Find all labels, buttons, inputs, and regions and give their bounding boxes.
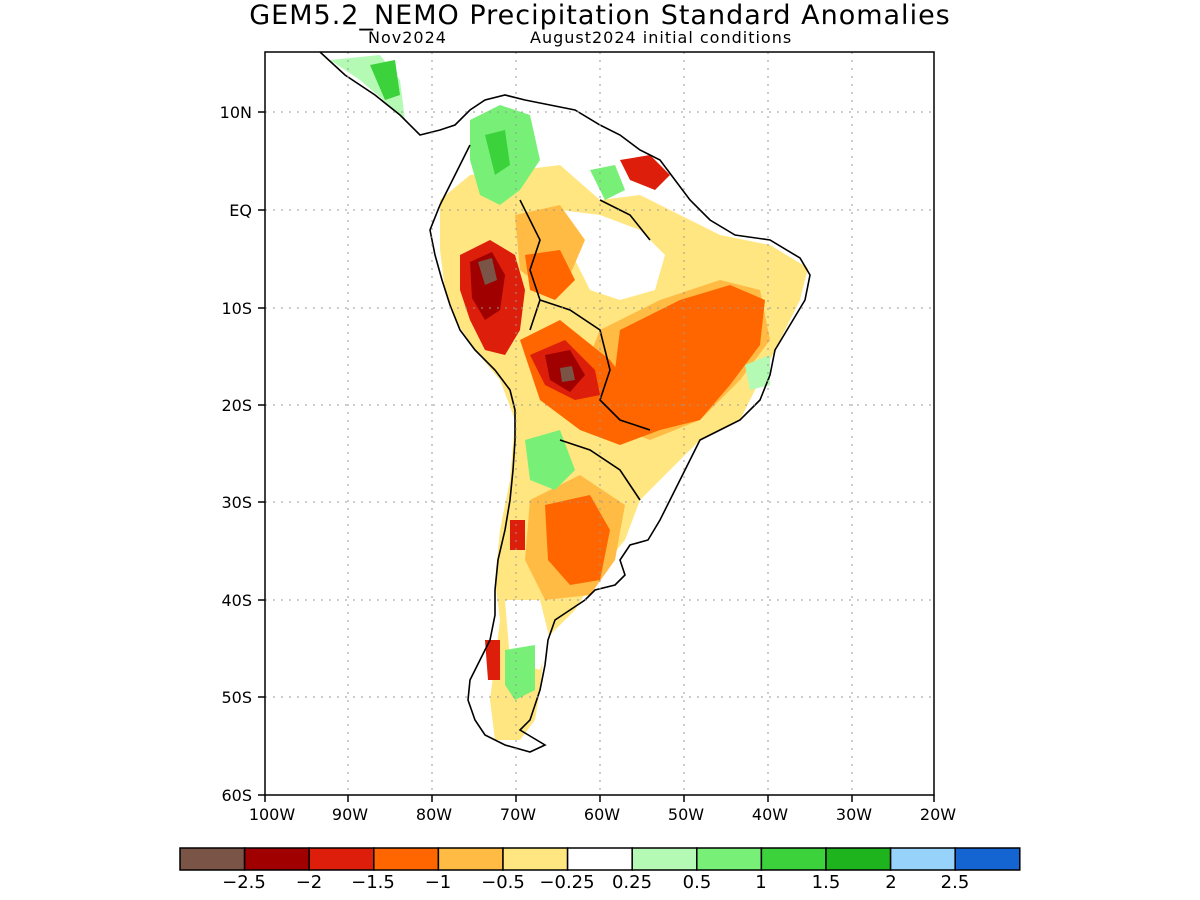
lat-tick-label: 30S (221, 493, 252, 512)
lat-tick-label: 40S (221, 591, 252, 610)
anomaly-region-wet (505, 645, 535, 700)
map-title: GEM5.2_NEMO Precipitation Standard Anoma… (249, 0, 951, 31)
lat-tick-label: EQ (229, 201, 252, 220)
colorbar-swatch (566, 847, 633, 871)
anomaly-region-wet (745, 355, 770, 390)
colorbar-swatch (760, 847, 827, 871)
anomaly-region-severe (620, 155, 670, 190)
colorbar-label: −0.25 (539, 872, 594, 893)
lat-tick-label: 50S (221, 688, 252, 707)
anomaly-region-wet (590, 165, 625, 200)
anomaly-region-wet (370, 60, 400, 100)
colorbar-swatch (889, 847, 956, 871)
longitude-labels: 100W 90W 80W 70W 60W 50W 40W 30W 20W (249, 805, 956, 824)
colorbar-label: 1.5 (812, 872, 841, 893)
colorbar-swatch (502, 847, 569, 871)
colorbar-swatch (179, 847, 246, 871)
colorbar-label: 2.5 (941, 872, 970, 893)
lon-tick-label: 50W (668, 805, 704, 824)
colorbar-swatch (437, 847, 504, 871)
anomaly-region-wet (485, 130, 510, 175)
lat-tick-label: 10S (221, 299, 252, 318)
colorbar-label: −2 (296, 872, 323, 893)
anomaly-region-severe (510, 520, 525, 550)
anomaly-region-extreme-brown (478, 258, 497, 285)
colorbar-swatch (954, 847, 1021, 871)
colorbar-label: 0.5 (683, 872, 712, 893)
lon-tick-label: 80W (416, 805, 452, 824)
anomaly-region-strong (615, 285, 765, 430)
lon-tick-label: 100W (249, 805, 296, 824)
anomaly-field (330, 55, 808, 740)
lon-tick-label: 20W (920, 805, 956, 824)
colorbar-label: −0.5 (481, 872, 525, 893)
anomaly-region-strong (525, 250, 575, 300)
colorbar-swatch (243, 847, 310, 871)
anomaly-region-strong (545, 495, 610, 585)
colorbar-swatch (631, 847, 698, 871)
lat-tick-label: 10N (220, 103, 252, 122)
colorbar-label: 2 (885, 872, 896, 893)
colorbar-label: −1 (425, 872, 452, 893)
lon-tick-label: 90W (332, 805, 368, 824)
initial-conditions-label: August2024 initial conditions (530, 28, 793, 47)
colorbar-swatch (308, 847, 375, 871)
forecast-month: Nov2024 (368, 28, 447, 47)
colorbar-labels: −2.5 −2 −1.5 −1 −0.5 −0.25 0.25 0.5 1 1.… (222, 872, 969, 893)
lon-tick-label: 60W (584, 805, 620, 824)
colorbar-swatch (696, 847, 763, 871)
anomaly-region-severe (485, 640, 500, 680)
anomaly-region-extreme-brown (560, 366, 575, 382)
lat-tick-label: 60S (221, 786, 252, 805)
anomaly-region-neutral (555, 210, 665, 300)
tick-marks (258, 111, 935, 802)
colorbar-swatch (373, 847, 440, 871)
anomaly-region-extreme (470, 252, 505, 320)
lon-tick-label: 40W (752, 805, 788, 824)
colorbar-label: 0.25 (612, 872, 652, 893)
lon-tick-label: 70W (500, 805, 536, 824)
colorbar-label: −1.5 (351, 872, 395, 893)
latitude-labels: 10N EQ 10S 20S 30S 40S 50S 60S (220, 103, 252, 805)
coastline (319, 52, 811, 753)
colorbar-swatch (825, 847, 892, 871)
colorbar-label: 1 (755, 872, 766, 893)
colorbar (179, 847, 1021, 871)
lat-tick-label: 20S (221, 396, 252, 415)
colorbar-label: −2.5 (222, 872, 266, 893)
anomaly-region-wet (525, 430, 575, 490)
lon-tick-label: 30W (836, 805, 872, 824)
